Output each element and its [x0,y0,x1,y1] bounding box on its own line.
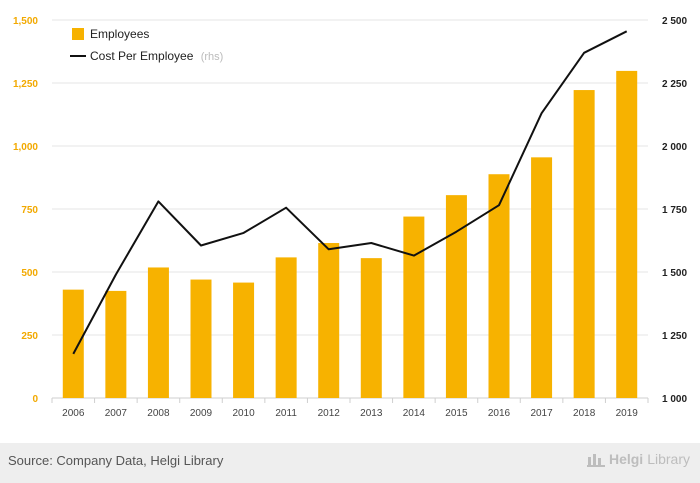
cost-line-path [72,30,628,355]
legend: Employees Cost Per Employee (rhs) [70,27,223,63]
x-tick-label: 2008 [147,408,170,419]
x-tick-label: 2013 [360,408,383,419]
left-tick-label: 1,000 [13,142,38,153]
library-icon [586,451,605,467]
x-tick-label: 2017 [530,408,553,419]
cost-per-employee-line [72,30,628,355]
left-tick-label: 0 [32,394,38,405]
x-tick-label: 2012 [318,408,341,419]
logo-text-helgi: Helgi [608,451,644,467]
legend-label-cost: Cost Per Employee (rhs) [90,49,223,63]
bar-2019 [616,70,638,399]
bar-2011 [275,257,297,398]
left-tick-label: 250 [21,331,38,342]
x-axis: 2006 2007 2008 2009 2010 2011 2012 2013 2014 2015… [51,398,649,419]
footer: Source: Company Data, Helgi Library Helg… [0,443,700,483]
chart: 0 250 500 750 1,000 1,250 1,500 1 000 1 250 1 50… [13,16,687,419]
bar-2018 [573,90,595,398]
bar-2010 [233,282,255,398]
x-tick-label: 2007 [105,408,128,419]
x-tick-label: 2019 [616,408,639,419]
left-axis: 0 250 500 750 1,000 1,250 1,500 [13,16,38,405]
legend-label-employees: Employees [90,27,149,41]
left-tick-label: 500 [21,268,38,279]
right-axis: 1 000 1 250 1 500 1 750 2 000 2 250 2 500 [662,16,687,405]
helgi-library-logo: Helgi Library [586,451,690,467]
bar-2007 [105,290,127,398]
right-tick-label: 1 750 [662,205,687,216]
x-tick-label: 2015 [445,408,468,419]
legend-label-cost-note: (rhs) [201,51,224,63]
legend-swatch-employees [72,28,84,40]
right-tick-label: 2 500 [662,16,687,27]
left-tick-label: 750 [21,205,38,216]
gridlines [52,19,648,399]
right-tick-label: 2 000 [662,142,687,153]
bar-2017 [531,157,553,398]
bar-2016 [488,174,510,398]
x-tick-label: 2014 [403,408,426,419]
bar-2012 [318,243,340,398]
source-text: Source: Company Data, Helgi Library [8,453,224,468]
left-tick-label: 1,250 [13,79,38,90]
bar-2009 [190,279,212,398]
right-tick-label: 1 000 [662,394,687,405]
right-tick-label: 2 250 [662,79,687,90]
bar-2015 [445,195,467,398]
x-tick-label: 2018 [573,408,596,419]
logo-text-library: Library [647,451,690,467]
x-tick-label: 2016 [488,408,511,419]
bar-2008 [147,267,169,398]
x-tick-label: 2011 [275,408,297,419]
left-tick-label: 1,500 [13,16,38,27]
bar-2013 [360,258,382,398]
right-tick-label: 1 250 [662,331,687,342]
right-tick-label: 1 500 [662,268,687,279]
x-tick-label: 2006 [62,408,85,419]
x-tick-label: 2010 [232,408,255,419]
x-tick-label: 2009 [190,408,213,419]
bar-2014 [403,216,425,398]
bar-2006 [62,289,84,398]
employee-bars [62,70,638,399]
legend-label-cost-name: Cost Per Employee [90,49,194,63]
